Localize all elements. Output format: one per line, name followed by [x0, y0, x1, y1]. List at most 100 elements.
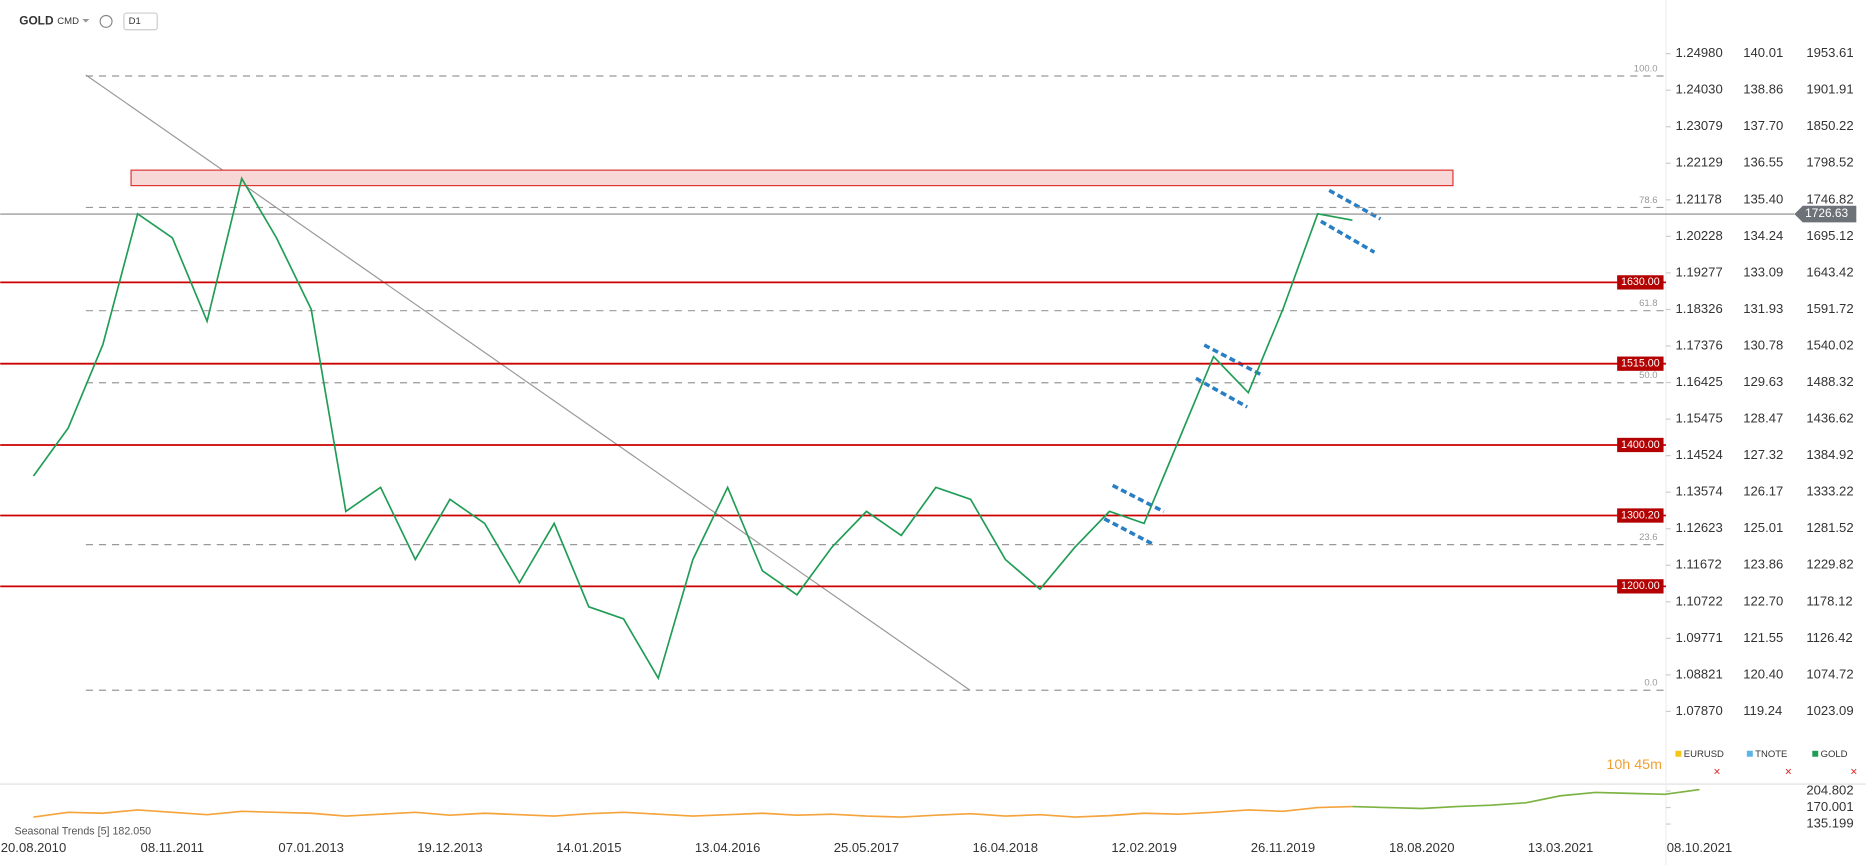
x-tick-label: 25.05.2017 [834, 840, 899, 855]
eurusd-tick-label: 1.15475 [1675, 411, 1722, 426]
eurusd-tick-label: 1.22129 [1675, 155, 1722, 170]
resistance-zone [130, 169, 1454, 187]
tnote-tick-label: 135.40 [1743, 191, 1783, 206]
legend-entry[interactable]: EURUSD [1684, 749, 1724, 760]
tnote-tick-label: 126.17 [1743, 484, 1783, 499]
current-price-label: 1726.63 [1805, 206, 1848, 220]
eurusd-tick-label: 1.21178 [1675, 191, 1721, 206]
x-tick-label: 18.08.2020 [1389, 840, 1454, 855]
y-tick-label: 1074.72 [1806, 666, 1853, 681]
interval[interactable]: D1 [129, 16, 141, 27]
y-tick-label: 1953.61 [1806, 45, 1853, 60]
legend-remove[interactable]: × [1850, 764, 1857, 778]
legend-entry[interactable]: GOLD [1821, 749, 1848, 760]
fib-label: 0.0 [1644, 678, 1657, 689]
tnote-tick-label: 121.55 [1743, 630, 1783, 645]
x-tick-label: 08.11.2011 [141, 840, 205, 855]
y-tick-label: 1850.22 [1806, 118, 1853, 133]
eurusd-tick-label: 1.18326 [1675, 301, 1722, 316]
panel-title: Seasonal Trends [5] 182.050 [14, 826, 151, 838]
fib-label: 100.0 [1634, 63, 1658, 74]
legend-swatch [1746, 750, 1753, 757]
eurusd-tick-label: 1.07870 [1675, 703, 1722, 718]
eurusd-tick-label: 1.24030 [1675, 82, 1722, 97]
x-tick-label: 20.08.2010 [1, 840, 66, 855]
eurusd-tick-label: 1.10722 [1675, 593, 1722, 608]
tnote-tick-label: 137.70 [1743, 118, 1783, 133]
legend-entry[interactable]: TNOTE [1755, 749, 1787, 760]
level-label: 1630.00 [1621, 276, 1660, 288]
y-tick-label: 1488.32 [1806, 374, 1853, 389]
y-tick-label: 1591.72 [1806, 301, 1853, 316]
eurusd-tick-label: 1.13574 [1675, 484, 1722, 499]
x-tick-label: 12.02.2019 [1111, 840, 1176, 855]
y-tick-label: 1333.22 [1806, 484, 1853, 499]
tnote-tick-label: 138.86 [1743, 82, 1783, 97]
y-tick-label: 1023.09 [1806, 703, 1853, 718]
y-tick-label: 1126.42 [1806, 630, 1852, 645]
x-tick-label: 14.01.2015 [556, 840, 621, 855]
info-icon[interactable] [99, 14, 113, 28]
y-tick-label: 1643.42 [1806, 264, 1853, 279]
legend-remove[interactable]: × [1785, 764, 1792, 778]
y-tick-label: 1436.62 [1806, 411, 1853, 426]
y-tick-label: 1384.92 [1806, 447, 1853, 462]
tnote-tick-label: 123.86 [1743, 557, 1783, 572]
level-badge [1617, 579, 1664, 594]
tnote-tick-label: 134.24 [1743, 228, 1783, 243]
tnote-tick-label: 130.78 [1743, 337, 1783, 352]
level-badge [1617, 437, 1664, 453]
y-tick-label: 1281.52 [1806, 520, 1853, 535]
tnote-tick-label: 119.24 [1743, 703, 1782, 718]
eurusd-tick-label: 1.09771 [1675, 630, 1722, 645]
eurusd-tick-label: 1.12623 [1675, 520, 1722, 535]
y-tick-label: 1798.52 [1806, 155, 1853, 170]
tnote-tick-label: 133.09 [1743, 264, 1783, 279]
level-label: 1515.00 [1621, 358, 1660, 370]
eurusd-tick-label: 1.14524 [1675, 447, 1722, 462]
channel-line [1319, 219, 1376, 254]
tnote-tick-label: 125.01 [1743, 520, 1783, 535]
y-tick-label: 135.199 [1806, 815, 1853, 830]
x-tick-label: 13.04.2016 [695, 840, 760, 855]
level-badge [1617, 275, 1664, 290]
price-line [32, 176, 1353, 681]
legend-remove[interactable]: × [1714, 764, 1721, 778]
channel-line [1203, 343, 1263, 377]
y-tick-label: 170.001 [1806, 799, 1853, 814]
y-tick-label: 1746.82 [1806, 191, 1853, 206]
x-tick-label: 26.11.2019 [1251, 840, 1315, 855]
tnote-tick-label: 128.47 [1743, 411, 1783, 426]
eurusd-tick-label: 1.08821 [1675, 666, 1722, 681]
x-tick-label: 07.01.2013 [278, 840, 343, 855]
tnote-tick-label: 127.32 [1743, 447, 1783, 462]
current-price-badge [1794, 205, 1857, 223]
legend-swatch [1812, 750, 1819, 757]
x-tick-label: 16.04.2018 [973, 840, 1038, 855]
fib-label: 23.6 [1639, 532, 1658, 543]
level-label: 1400.00 [1621, 439, 1660, 451]
eurusd-tick-label: 1.20228 [1675, 228, 1722, 243]
symbol[interactable]: GOLD [19, 14, 54, 28]
tnote-tick-label: 136.55 [1743, 155, 1783, 170]
tnote-tick-label: 120.40 [1743, 666, 1783, 681]
x-tick-label: 13.03.2021 [1528, 840, 1593, 855]
y-tick-label: 204.802 [1806, 783, 1853, 798]
x-tick-label: 19.12.2013 [417, 840, 482, 855]
level-badge [1617, 508, 1664, 523]
interval-select[interactable] [123, 12, 158, 31]
fib-label: 78.6 [1639, 195, 1658, 206]
level-label: 1300.20 [1621, 509, 1660, 521]
y-tick-label: 1178.12 [1806, 593, 1852, 608]
channel-line [1111, 483, 1165, 514]
y-tick-label: 1695.12 [1806, 228, 1853, 243]
eurusd-tick-label: 1.11672 [1675, 557, 1721, 572]
dropdown-arrow[interactable] [82, 19, 90, 23]
x-tick-label: 08.10.2021 [1667, 840, 1732, 855]
y-tick-label: 1229.82 [1806, 557, 1853, 572]
eurusd-tick-label: 1.19277 [1675, 264, 1722, 279]
price-line [33, 805, 1353, 818]
fib-label: 50.0 [1639, 370, 1658, 381]
